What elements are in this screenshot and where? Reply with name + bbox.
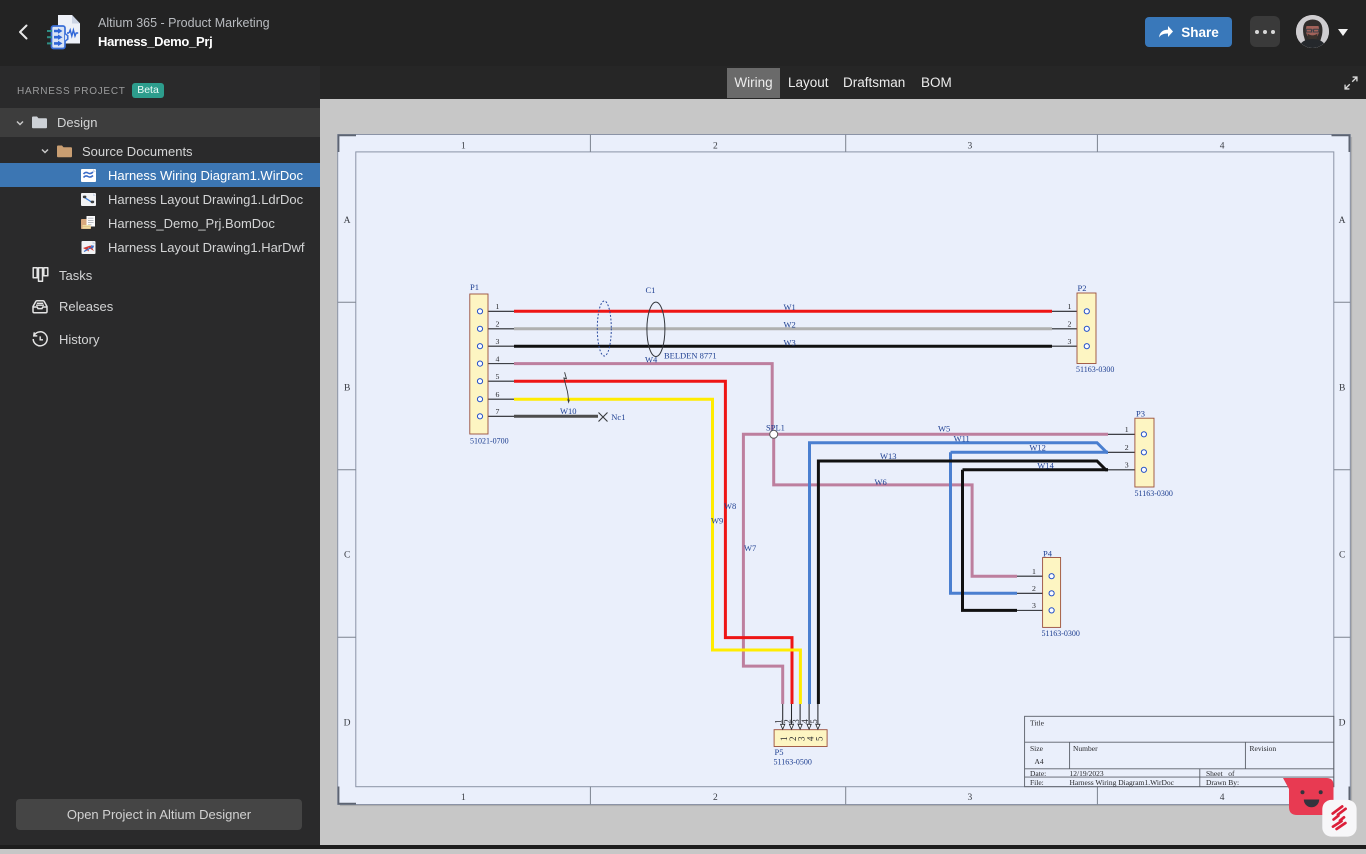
svg-text:C1: C1 [646,285,656,295]
svg-text:C: C [1339,551,1345,561]
svg-text:W13: W13 [880,451,897,461]
svg-text:5: 5 [496,372,500,381]
svg-text:1: 1 [779,737,789,742]
svg-text:1: 1 [1125,425,1129,434]
svg-text:W9: W9 [711,516,723,526]
svg-text:Revision: Revision [1250,744,1277,753]
svg-text:Number: Number [1073,744,1098,753]
svg-text:4: 4 [496,354,500,363]
svg-text:3: 3 [791,719,801,724]
svg-text:6: 6 [496,390,500,399]
svg-text:1: 1 [1032,567,1036,576]
svg-text:5: 5 [809,719,819,724]
svg-text:1: 1 [496,302,500,311]
svg-text:3: 3 [1068,337,1072,346]
svg-text:3: 3 [1125,461,1129,470]
svg-text:Harness Wiring Diagram1.WirDoc: Harness Wiring Diagram1.WirDoc [1070,778,1175,787]
svg-text:2: 2 [1068,320,1072,329]
svg-text:B: B [344,384,350,394]
svg-text:3: 3 [968,141,973,151]
svg-text:51163-0300: 51163-0300 [1042,629,1080,638]
svg-text:A: A [344,216,351,226]
svg-text:7: 7 [496,407,500,416]
svg-text:W7: W7 [744,543,756,553]
svg-text:4: 4 [1220,793,1225,803]
svg-text:P4: P4 [1043,549,1053,559]
svg-text:D: D [344,719,351,729]
svg-text:51163-0500: 51163-0500 [774,758,812,767]
svg-text:1: 1 [1068,302,1072,311]
svg-text:W3: W3 [784,337,796,347]
svg-text:B: B [1339,384,1345,394]
svg-text:2: 2 [1032,584,1036,593]
svg-text:Nc1: Nc1 [611,412,625,422]
svg-text:3: 3 [968,793,973,803]
svg-text:5: 5 [814,736,824,741]
svg-text:1: 1 [461,793,466,803]
svg-text:4: 4 [1220,141,1225,151]
svg-text:12/19/2023: 12/19/2023 [1070,769,1104,778]
svg-text:File:: File: [1030,778,1044,787]
svg-text:3: 3 [496,337,500,346]
svg-text:2: 2 [783,719,793,724]
svg-text:Size: Size [1030,744,1044,753]
svg-text:BELDEN 8771: BELDEN 8771 [664,351,717,361]
svg-text:C: C [344,551,350,561]
svg-text:2: 2 [1125,443,1129,452]
svg-text:P1: P1 [470,282,479,292]
svg-text:3: 3 [797,736,807,741]
svg-text:D: D [1339,719,1346,729]
svg-text:W6: W6 [875,477,887,487]
svg-text:1: 1 [461,141,466,151]
svg-text:51163-0300: 51163-0300 [1135,489,1173,498]
svg-text:Title: Title [1030,719,1045,728]
svg-text:1: 1 [774,719,784,724]
svg-text:2: 2 [496,320,500,329]
svg-text:Sheet of: Sheet of [1206,769,1235,778]
svg-text:W14: W14 [1037,460,1054,470]
svg-text:A: A [1339,216,1346,226]
svg-text:3: 3 [1032,601,1036,610]
svg-text:W5: W5 [938,424,950,434]
svg-text:W4: W4 [645,354,658,364]
svg-text:A4: A4 [1035,757,1044,766]
svg-text:2: 2 [713,141,718,151]
svg-text:W12: W12 [1029,442,1046,452]
svg-text:W11: W11 [954,434,970,444]
svg-text:51163-0300: 51163-0300 [1076,365,1114,374]
svg-text:2: 2 [788,737,798,742]
svg-text:51021-0700: 51021-0700 [470,437,509,446]
svg-text:W1: W1 [784,302,796,312]
svg-text:W2: W2 [784,320,796,330]
svg-text:P5: P5 [775,747,784,757]
svg-text:SPL1: SPL1 [766,423,785,433]
svg-text:Date:: Date: [1030,769,1046,778]
svg-text:W10: W10 [560,406,577,416]
svg-text:4: 4 [800,719,810,724]
svg-text:Drawn By:: Drawn By: [1206,778,1239,787]
svg-text:P2: P2 [1078,283,1087,293]
svg-text:P3: P3 [1136,409,1145,419]
svg-text:2: 2 [713,793,718,803]
svg-text:W8: W8 [724,501,736,511]
svg-text:4: 4 [806,736,816,741]
